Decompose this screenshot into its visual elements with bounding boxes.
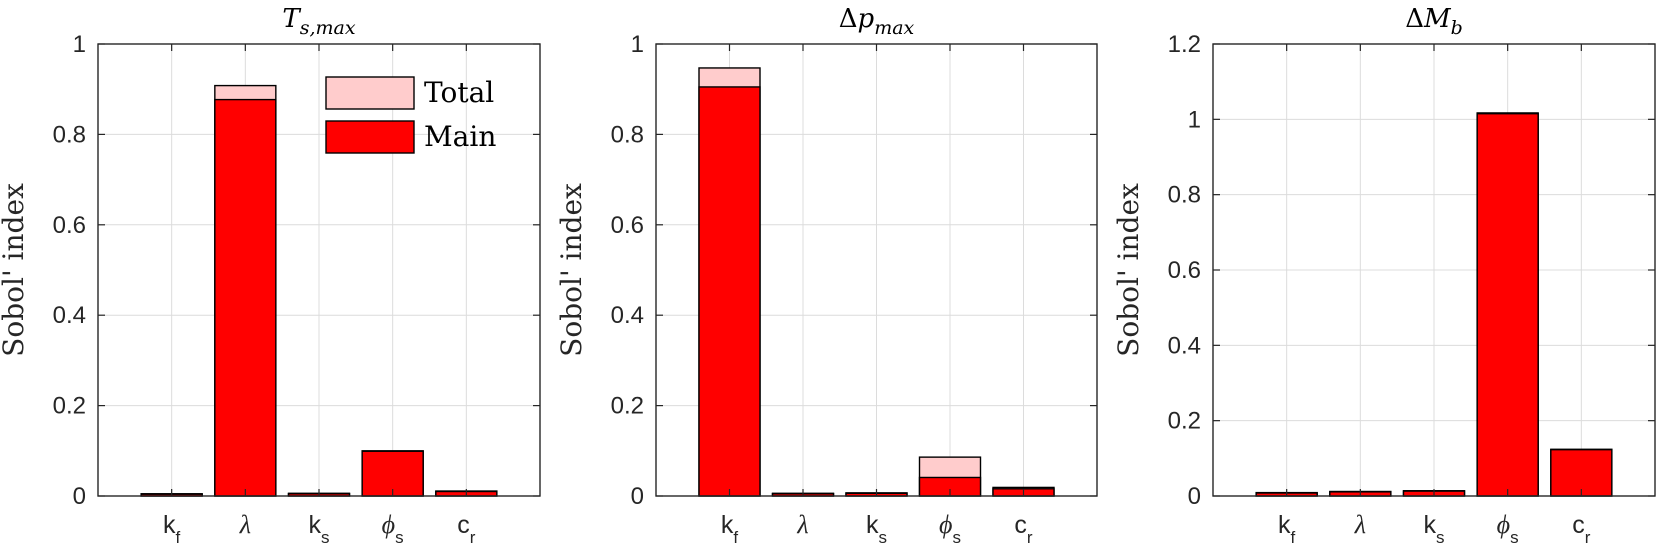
x-tick-subscript: f	[176, 528, 181, 547]
y-tick-label: 0.4	[1168, 332, 1201, 359]
x-tick-subscript: r	[1585, 528, 1591, 547]
title-subscript: b	[1451, 17, 1463, 39]
x-tick-label: λ	[239, 510, 251, 539]
x-tick-label: ks	[309, 511, 330, 547]
legend-swatch-total	[325, 76, 415, 110]
x-tick-label: ϕs	[939, 510, 961, 547]
title-symbol: M	[1423, 4, 1452, 34]
x-tick-label: kf	[721, 511, 739, 547]
x-tick-subscript: r	[470, 528, 476, 547]
x-tick-label: cr	[457, 511, 476, 547]
x-tick-subscript: s	[395, 528, 404, 547]
x-tick-symbol: c	[1014, 511, 1027, 539]
chart-title: Ts,max	[282, 4, 355, 39]
x-tick-subscript: s	[1510, 528, 1519, 547]
x-tick-subscript: s	[1436, 528, 1445, 547]
x-tick-symbol: λ	[1354, 510, 1366, 539]
y-tick-label: 1.2	[1168, 31, 1201, 58]
x-tick-subscript: s	[879, 528, 888, 547]
y-tick-label: 0.6	[53, 212, 86, 239]
x-tick-label: cr	[1014, 511, 1033, 547]
legend: Total Main	[325, 76, 496, 154]
x-tick-symbol: ϕ	[1497, 510, 1510, 539]
bar-main	[1476, 112, 1539, 497]
legend-swatch-main	[325, 120, 415, 154]
x-tick-label: λ	[1354, 510, 1366, 539]
x-tick-label: kf	[163, 511, 181, 547]
x-tick-subscript: r	[1027, 528, 1033, 547]
x-tick-symbol: ϕ	[382, 510, 395, 539]
bar-main	[698, 86, 761, 497]
x-tick-label: ϕs	[1497, 510, 1519, 547]
y-tick-label: 0.2	[53, 393, 86, 420]
x-tick-label: ks	[866, 511, 887, 547]
y-tick-label: 0.8	[611, 121, 644, 148]
y-tick-label: 0	[73, 483, 86, 510]
title-subscript: max	[874, 17, 914, 39]
y-tick-label: 0	[1188, 483, 1201, 510]
y-tick-label: 0.4	[53, 302, 86, 329]
x-tick-symbol: λ	[239, 510, 251, 539]
title-delta: Δ	[839, 4, 858, 34]
y-tick-label: 0	[631, 483, 644, 510]
y-axis-label: Sobol' index	[555, 183, 588, 357]
x-tick-symbol: k	[309, 511, 322, 539]
x-tick-symbol: k	[866, 511, 879, 539]
x-tick-symbol: k	[721, 511, 734, 539]
legend-label-total: Total	[424, 76, 494, 109]
x-tick-symbol: k	[1424, 511, 1437, 539]
y-tick-label: 1	[1188, 106, 1201, 133]
legend-label-main: Main	[424, 120, 496, 153]
title-symbol: p	[858, 4, 875, 34]
bar-main	[1550, 448, 1613, 497]
y-tick-label: 0.6	[1168, 257, 1201, 284]
x-tick-subscript: s	[321, 528, 330, 547]
y-axis-label: Sobol' index	[1112, 183, 1145, 357]
title-symbol: T	[282, 4, 301, 34]
x-tick-subscript: s	[952, 528, 961, 547]
x-tick-label: λ	[796, 510, 808, 539]
x-tick-subscript: f	[1291, 528, 1296, 547]
x-tick-subscript: f	[733, 528, 738, 547]
y-tick-label: 0.4	[611, 302, 644, 329]
y-tick-label: 0.2	[611, 393, 644, 420]
y-tick-label: 1	[631, 31, 644, 58]
x-tick-label: kf	[1278, 511, 1296, 547]
x-tick-symbol: k	[163, 511, 176, 539]
x-tick-symbol: c	[1572, 511, 1585, 539]
x-tick-label: ϕs	[382, 510, 404, 547]
x-tick-symbol: ϕ	[939, 510, 952, 539]
x-tick-symbol: k	[1278, 511, 1291, 539]
chart-title: Δpmax	[839, 4, 915, 39]
title-delta: Δ	[1405, 4, 1424, 34]
y-tick-label: 0.8	[1168, 182, 1201, 209]
chart-title: ΔMb	[1405, 4, 1463, 39]
x-tick-label: cr	[1572, 511, 1591, 547]
y-tick-label: 0.6	[611, 212, 644, 239]
x-tick-label: ks	[1424, 511, 1445, 547]
x-tick-symbol: c	[457, 511, 470, 539]
y-tick-label: 0.8	[53, 121, 86, 148]
y-axis-label: Sobol' index	[0, 183, 30, 357]
bar-main	[214, 98, 277, 497]
y-tick-label: 1	[73, 31, 86, 58]
x-tick-symbol: λ	[796, 510, 808, 539]
y-tick-label: 0.2	[1168, 408, 1201, 435]
title-subscript: s,max	[300, 17, 356, 39]
